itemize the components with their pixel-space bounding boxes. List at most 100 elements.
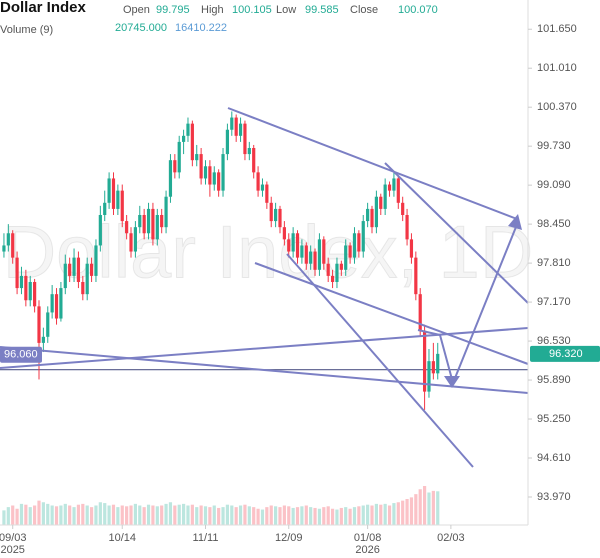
volume-bar bbox=[352, 507, 357, 525]
title: Dollar Index bbox=[0, 0, 87, 16]
candle-body bbox=[287, 239, 291, 252]
volume-bar bbox=[63, 503, 67, 525]
y-tick-label: 95.890 bbox=[537, 374, 571, 386]
candle-body bbox=[265, 184, 269, 203]
candle-body bbox=[247, 147, 251, 155]
candle-body bbox=[436, 353, 440, 374]
ohlc-name: Close bbox=[350, 4, 378, 16]
trend-line bbox=[254, 262, 529, 365]
x-tick-label: 02/03 bbox=[437, 532, 465, 544]
x-tick-year: 2026 bbox=[355, 544, 379, 556]
candle-body bbox=[234, 117, 238, 136]
candle-body bbox=[414, 257, 418, 295]
volume-bar bbox=[405, 499, 409, 525]
candle-body bbox=[177, 141, 181, 173]
volume-bar bbox=[370, 505, 374, 525]
volume-bar bbox=[125, 506, 129, 525]
volume-bar bbox=[221, 507, 225, 525]
volume-bar bbox=[199, 505, 203, 525]
volume-bar bbox=[401, 500, 405, 525]
candle-body bbox=[181, 135, 186, 142]
volume-bar bbox=[19, 503, 24, 525]
volume-bar bbox=[234, 507, 238, 525]
candle-body bbox=[41, 336, 45, 343]
ohlc-value: 99.795 bbox=[156, 4, 190, 16]
candle-body bbox=[387, 184, 392, 191]
y-tick-label: 94.610 bbox=[537, 452, 571, 464]
candle-body bbox=[133, 227, 137, 252]
volume-bar bbox=[317, 508, 322, 525]
candle-body bbox=[46, 312, 50, 337]
candle-body bbox=[146, 208, 151, 234]
candle-body bbox=[111, 178, 116, 209]
volume-bar bbox=[94, 505, 98, 525]
candle-body bbox=[330, 275, 335, 282]
candle-body bbox=[309, 251, 313, 264]
candle-body bbox=[107, 178, 111, 203]
volume-bar bbox=[230, 505, 234, 525]
candle-body bbox=[103, 202, 107, 215]
y-tick-label: 97.810 bbox=[537, 257, 571, 269]
x-tick-label: 11/11 bbox=[193, 532, 219, 544]
volume-bar bbox=[260, 509, 265, 525]
x-tick-label: 12/09 bbox=[275, 532, 303, 544]
volume-bar bbox=[344, 507, 348, 525]
candle-body bbox=[59, 288, 63, 319]
ohlc-name: Open bbox=[123, 4, 150, 16]
candle-body bbox=[212, 172, 216, 185]
candle-body bbox=[361, 221, 365, 252]
volume-bar bbox=[195, 507, 199, 525]
candle-body bbox=[151, 208, 155, 240]
volume-bar bbox=[85, 505, 89, 525]
volume-bar bbox=[15, 508, 19, 525]
volume-bar bbox=[418, 489, 422, 525]
candle-body bbox=[392, 178, 396, 191]
volume-bar bbox=[11, 505, 15, 525]
volume-bar bbox=[269, 505, 273, 525]
volume-bar bbox=[335, 509, 339, 525]
candle-body bbox=[295, 233, 300, 258]
volume-bar bbox=[46, 503, 50, 525]
candle-body bbox=[422, 330, 427, 392]
candle-body bbox=[322, 239, 326, 264]
candle-body bbox=[344, 245, 348, 270]
candle-body bbox=[326, 263, 330, 276]
volume-bar bbox=[24, 504, 28, 525]
volume-bar bbox=[287, 506, 291, 525]
volume-bar bbox=[68, 505, 72, 525]
y-tick-label: 95.250 bbox=[537, 413, 571, 425]
candle-body bbox=[313, 251, 317, 270]
volume-bar bbox=[326, 506, 330, 525]
volume-bar bbox=[427, 492, 431, 525]
candle-body bbox=[28, 281, 32, 301]
candle-body bbox=[63, 263, 67, 289]
volume-bar bbox=[146, 504, 151, 525]
x-tick-label: 10/14 bbox=[108, 532, 136, 544]
candle-body bbox=[352, 233, 357, 258]
volume-bar bbox=[107, 505, 111, 525]
current-price-label: 96.320 bbox=[549, 348, 583, 360]
volume-bar bbox=[278, 507, 282, 525]
candle-body bbox=[195, 154, 199, 161]
candle-body bbox=[89, 263, 94, 276]
volume-bar bbox=[295, 507, 300, 525]
candle-body bbox=[252, 147, 256, 173]
candle-body bbox=[190, 123, 194, 161]
candle-body bbox=[427, 361, 431, 392]
current-price-box bbox=[530, 345, 600, 362]
y-tick-label: 99.090 bbox=[537, 179, 571, 191]
candle-body bbox=[98, 214, 102, 246]
candle-body bbox=[11, 233, 15, 258]
volume-bar bbox=[357, 506, 361, 525]
candle-body bbox=[260, 184, 265, 191]
volume-bar bbox=[387, 505, 392, 525]
candle-body bbox=[2, 245, 6, 252]
candle-body bbox=[374, 196, 378, 228]
volume-bar bbox=[111, 504, 116, 525]
volume-bar bbox=[238, 505, 243, 525]
volume-bar bbox=[339, 507, 343, 525]
volume-bar bbox=[409, 497, 414, 525]
volume-bar bbox=[203, 506, 208, 525]
candle-body bbox=[168, 160, 173, 197]
